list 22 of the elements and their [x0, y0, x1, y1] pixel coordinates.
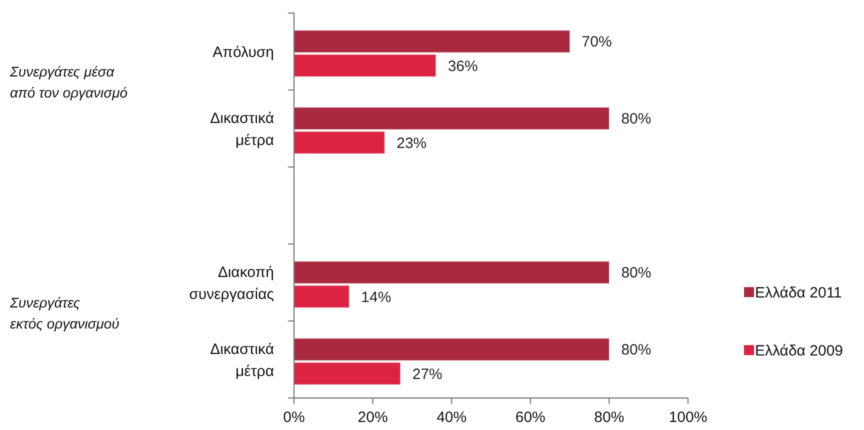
legend-label: Ελλάδα 2009 [755, 342, 844, 360]
data-label: 80% [621, 264, 652, 282]
data-label: 23% [396, 134, 427, 152]
text: Συνεργάτες μέσα από τον οργανισμό [9, 63, 128, 100]
y-tick-label: Δικαστικά μέτρα [210, 340, 274, 380]
y-tick-label: Διακοπή συνεργασίας [189, 264, 274, 303]
x-tick-label: 0% [283, 409, 305, 426]
data-label: 36% [448, 58, 478, 75]
text: Συνεργάτες εκτός οργανισμού [9, 294, 120, 332]
x-tick-label: 20% [358, 409, 388, 426]
x-tick-label: 60% [515, 409, 546, 426]
x-tick-label: 100% [668, 409, 708, 426]
x-tick-label: 80% [594, 409, 624, 426]
data-label: 27% [412, 366, 442, 383]
data-label: 14% [361, 288, 392, 306]
legend-label: Ελλάδα 2011 [755, 284, 842, 302]
x-tick-label: 40% [436, 409, 467, 426]
y-tick-label: Απόλυση [212, 44, 274, 61]
data-label: 80% [621, 110, 652, 128]
y-tick-label: Δικαστικά μέτρα [210, 110, 274, 149]
data-label: 80% [621, 342, 652, 359]
data-label: 70% [582, 34, 612, 51]
